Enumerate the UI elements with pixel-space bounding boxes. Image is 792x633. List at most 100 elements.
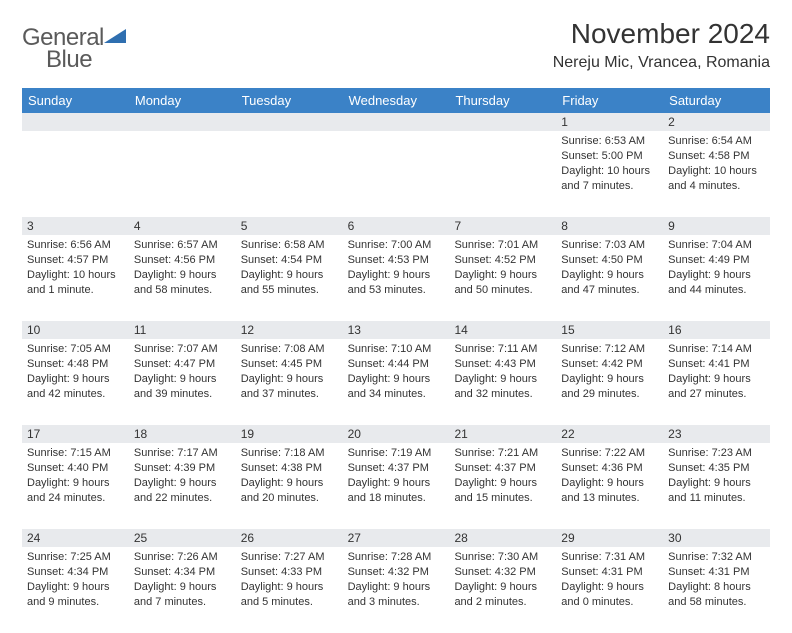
- week: 3456789Sunrise: 6:56 AMSunset: 4:57 PMDa…: [22, 217, 770, 321]
- daylight-text: Daylight: 9 hours and 55 minutes.: [241, 268, 338, 298]
- daylight-text: Daylight: 9 hours and 13 minutes.: [561, 476, 658, 506]
- sunrise-text: Sunrise: 7:23 AM: [668, 446, 765, 461]
- day-number: 19: [236, 425, 343, 443]
- calendar: Sunday Monday Tuesday Wednesday Thursday…: [22, 88, 770, 633]
- page-header: General Blue November 2024 Nereju Mic, V…: [22, 18, 770, 74]
- daylight-text: Daylight: 9 hours and 44 minutes.: [668, 268, 765, 298]
- day-cell: Sunrise: 7:03 AMSunset: 4:50 PMDaylight:…: [556, 235, 663, 321]
- daylight-text: Daylight: 9 hours and 47 minutes.: [561, 268, 658, 298]
- daylight-text: Daylight: 9 hours and 2 minutes.: [454, 580, 551, 610]
- day-cell: Sunrise: 7:01 AMSunset: 4:52 PMDaylight:…: [449, 235, 556, 321]
- day-cell: Sunrise: 7:11 AMSunset: 4:43 PMDaylight:…: [449, 339, 556, 425]
- week-row: Sunrise: 6:56 AMSunset: 4:57 PMDaylight:…: [22, 235, 770, 321]
- daylight-text: Daylight: 9 hours and 42 minutes.: [27, 372, 124, 402]
- day-number: 20: [343, 425, 450, 443]
- sunrise-text: Sunrise: 7:01 AM: [454, 238, 551, 253]
- day-cell: Sunrise: 7:12 AMSunset: 4:42 PMDaylight:…: [556, 339, 663, 425]
- day-cell: Sunrise: 6:58 AMSunset: 4:54 PMDaylight:…: [236, 235, 343, 321]
- day-cell: Sunrise: 7:08 AMSunset: 4:45 PMDaylight:…: [236, 339, 343, 425]
- sunrise-text: Sunrise: 7:18 AM: [241, 446, 338, 461]
- month-title: November 2024: [553, 18, 770, 50]
- day-cell: Sunrise: 7:17 AMSunset: 4:39 PMDaylight:…: [129, 443, 236, 529]
- day-number: 13: [343, 321, 450, 339]
- week: 17181920212223Sunrise: 7:15 AMSunset: 4:…: [22, 425, 770, 529]
- day-number: 14: [449, 321, 556, 339]
- sunset-text: Sunset: 4:37 PM: [454, 461, 551, 476]
- sunrise-text: Sunrise: 6:53 AM: [561, 134, 658, 149]
- sunrise-text: Sunrise: 7:04 AM: [668, 238, 765, 253]
- sunset-text: Sunset: 4:33 PM: [241, 565, 338, 580]
- daynum-row: 24252627282930: [22, 529, 770, 547]
- sunset-text: Sunset: 4:34 PM: [134, 565, 231, 580]
- day-number: 4: [129, 217, 236, 235]
- day-number: 8: [556, 217, 663, 235]
- sunrise-text: Sunrise: 6:57 AM: [134, 238, 231, 253]
- day-cell: Sunrise: 7:15 AMSunset: 4:40 PMDaylight:…: [22, 443, 129, 529]
- daylight-text: Daylight: 9 hours and 37 minutes.: [241, 372, 338, 402]
- daylight-text: Daylight: 9 hours and 0 minutes.: [561, 580, 658, 610]
- daylight-text: Daylight: 8 hours and 58 minutes.: [668, 580, 765, 610]
- daylight-text: Daylight: 9 hours and 24 minutes.: [27, 476, 124, 506]
- daylight-text: Daylight: 9 hours and 11 minutes.: [668, 476, 765, 506]
- day-cell: [22, 131, 129, 217]
- day-number: 6: [343, 217, 450, 235]
- sunset-text: Sunset: 4:58 PM: [668, 149, 765, 164]
- sunrise-text: Sunrise: 7:21 AM: [454, 446, 551, 461]
- day-number: 29: [556, 529, 663, 547]
- sunset-text: Sunset: 4:54 PM: [241, 253, 338, 268]
- day-cell: Sunrise: 6:53 AMSunset: 5:00 PMDaylight:…: [556, 131, 663, 217]
- day-label-fri: Friday: [556, 88, 663, 113]
- day-number: 3: [22, 217, 129, 235]
- daylight-text: Daylight: 9 hours and 15 minutes.: [454, 476, 551, 506]
- day-number: 11: [129, 321, 236, 339]
- day-cell: Sunrise: 7:21 AMSunset: 4:37 PMDaylight:…: [449, 443, 556, 529]
- daylight-text: Daylight: 9 hours and 58 minutes.: [134, 268, 231, 298]
- daylight-text: Daylight: 9 hours and 32 minutes.: [454, 372, 551, 402]
- sunset-text: Sunset: 4:45 PM: [241, 357, 338, 372]
- day-number: 12: [236, 321, 343, 339]
- day-cell: Sunrise: 7:07 AMSunset: 4:47 PMDaylight:…: [129, 339, 236, 425]
- sunset-text: Sunset: 4:31 PM: [561, 565, 658, 580]
- sunrise-text: Sunrise: 7:11 AM: [454, 342, 551, 357]
- sunrise-text: Sunrise: 7:28 AM: [348, 550, 445, 565]
- day-cell: Sunrise: 7:30 AMSunset: 4:32 PMDaylight:…: [449, 547, 556, 633]
- sunset-text: Sunset: 4:57 PM: [27, 253, 124, 268]
- day-cell: Sunrise: 7:32 AMSunset: 4:31 PMDaylight:…: [663, 547, 770, 633]
- sunset-text: Sunset: 4:49 PM: [668, 253, 765, 268]
- day-number: 25: [129, 529, 236, 547]
- sunrise-text: Sunrise: 7:10 AM: [348, 342, 445, 357]
- sunrise-text: Sunrise: 7:05 AM: [27, 342, 124, 357]
- sunset-text: Sunset: 4:53 PM: [348, 253, 445, 268]
- sunrise-text: Sunrise: 7:25 AM: [27, 550, 124, 565]
- weeks-container: 12 Sunrise: 6:53 AMSunset: 5:00 PMDayligh…: [22, 113, 770, 633]
- sunrise-text: Sunrise: 7:12 AM: [561, 342, 658, 357]
- location: Nereju Mic, Vrancea, Romania: [553, 54, 770, 72]
- week-row: Sunrise: 7:05 AMSunset: 4:48 PMDaylight:…: [22, 339, 770, 425]
- sunrise-text: Sunrise: 7:19 AM: [348, 446, 445, 461]
- sunset-text: Sunset: 4:35 PM: [668, 461, 765, 476]
- sunset-text: Sunset: 4:40 PM: [27, 461, 124, 476]
- day-cell: Sunrise: 6:57 AMSunset: 4:56 PMDaylight:…: [129, 235, 236, 321]
- day-cell: [236, 131, 343, 217]
- sunrise-text: Sunrise: 7:15 AM: [27, 446, 124, 461]
- sunset-text: Sunset: 4:44 PM: [348, 357, 445, 372]
- day-label-sat: Saturday: [663, 88, 770, 113]
- daynum-row: 10111213141516: [22, 321, 770, 339]
- triangle-icon: [104, 27, 126, 45]
- sunrise-text: Sunrise: 7:07 AM: [134, 342, 231, 357]
- sunrise-text: Sunrise: 7:22 AM: [561, 446, 658, 461]
- day-label-tue: Tuesday: [236, 88, 343, 113]
- day-number: 26: [236, 529, 343, 547]
- sunset-text: Sunset: 4:32 PM: [348, 565, 445, 580]
- logo: General Blue: [22, 18, 126, 74]
- daylight-text: Daylight: 9 hours and 39 minutes.: [134, 372, 231, 402]
- daylight-text: Daylight: 9 hours and 27 minutes.: [668, 372, 765, 402]
- sunset-text: Sunset: 4:50 PM: [561, 253, 658, 268]
- sunrise-text: Sunrise: 7:00 AM: [348, 238, 445, 253]
- daynum-row: 17181920212223: [22, 425, 770, 443]
- day-number: 23: [663, 425, 770, 443]
- daylight-text: Daylight: 9 hours and 50 minutes.: [454, 268, 551, 298]
- sunrise-text: Sunrise: 7:30 AM: [454, 550, 551, 565]
- day-number: 30: [663, 529, 770, 547]
- week-row: Sunrise: 7:15 AMSunset: 4:40 PMDaylight:…: [22, 443, 770, 529]
